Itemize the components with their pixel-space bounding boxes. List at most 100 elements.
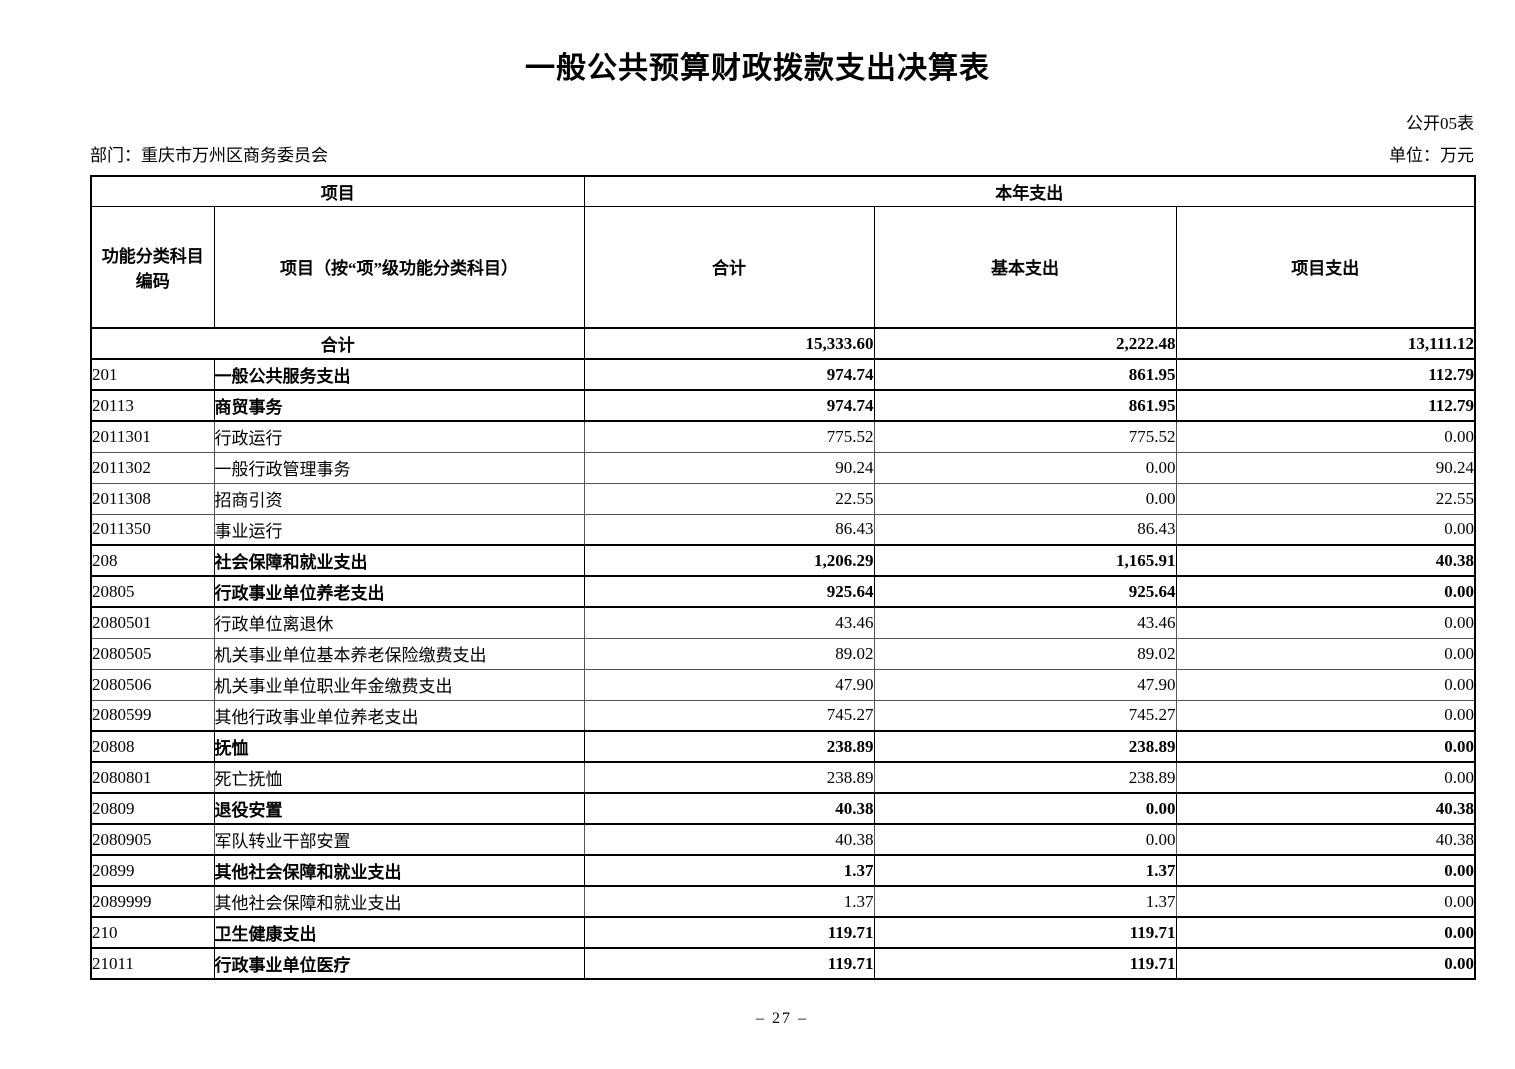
- project-cell: 40.38: [1175, 823, 1476, 856]
- header-project-col: 项目支出: [1175, 205, 1476, 329]
- code-cell: 2080506: [90, 668, 215, 701]
- basic-cell: 925.64: [873, 575, 1177, 608]
- project-cell: 0.00: [1175, 606, 1476, 639]
- table-number: 公开05表: [1406, 114, 1474, 133]
- total-cell: 40.38: [583, 823, 875, 856]
- header-item-group: 项目: [90, 175, 585, 207]
- total-cell: 1.37: [583, 885, 875, 918]
- header-item-col: 项目（按“项”级功能分类科目）: [213, 205, 585, 329]
- total-cell: 119.71: [583, 947, 875, 980]
- project-cell: 22.55: [1175, 482, 1476, 515]
- basic-cell: 0.00: [873, 823, 1177, 856]
- basic-cell: 2,222.48: [873, 327, 1177, 360]
- project-cell: 0.00: [1175, 730, 1476, 763]
- code-cell: 210: [90, 916, 215, 949]
- total-cell: 775.52: [583, 420, 875, 453]
- code-cell: 201: [90, 358, 215, 391]
- project-cell: 0.00: [1175, 854, 1476, 887]
- project-cell: 112.79: [1175, 389, 1476, 422]
- table-row: 201 一般公共服务支出 974.74 861.95 112.79: [90, 358, 1476, 391]
- code-cell: 2080801: [90, 761, 215, 794]
- basic-cell: 47.90: [873, 668, 1177, 701]
- name-cell: 社会保障和就业支出: [213, 544, 585, 577]
- total-cell: 47.90: [583, 668, 875, 701]
- name-cell: 抚恤: [213, 730, 585, 763]
- name-cell: 死亡抚恤: [213, 761, 585, 794]
- project-cell: 0.00: [1175, 575, 1476, 608]
- total-cell: 238.89: [583, 730, 875, 763]
- code-cell: 2089999: [90, 885, 215, 918]
- header-basic-col: 基本支出: [873, 205, 1177, 329]
- code-cell: 2080599: [90, 699, 215, 732]
- table-row: 210 卫生健康支出 119.71 119.71 0.00: [90, 916, 1476, 949]
- name-cell: 行政事业单位养老支出: [213, 575, 585, 608]
- summary-label: 合计: [90, 327, 585, 360]
- project-cell: 90.24: [1175, 451, 1476, 484]
- name-cell: 招商引资: [213, 482, 585, 515]
- table-row: 2089999 其他社会保障和就业支出 1.37 1.37 0.00: [90, 885, 1476, 918]
- table-row: 21011 行政事业单位医疗 119.71 119.71 0.00: [90, 947, 1476, 980]
- page-title: 一般公共预算财政拨款支出决算表: [525, 52, 990, 85]
- basic-cell: 43.46: [873, 606, 1177, 639]
- header-year-expense-group: 本年支出: [583, 175, 1476, 207]
- table-row: 2080905 军队转业干部安置 40.38 0.00 40.38: [90, 823, 1476, 856]
- project-cell: 13,111.12: [1175, 327, 1476, 360]
- name-cell: 一般行政管理事务: [213, 451, 585, 484]
- total-cell: 90.24: [583, 451, 875, 484]
- name-cell: 行政运行: [213, 420, 585, 453]
- total-cell: 22.55: [583, 482, 875, 515]
- unit-label: 单位：万元: [1389, 146, 1474, 165]
- table-row: 20899 其他社会保障和就业支出 1.37 1.37 0.00: [90, 854, 1476, 887]
- header-columns-row: 功能分类科目 编码 项目（按“项”级功能分类科目） 合计 基本支出 项目支出: [90, 205, 1476, 329]
- table-row: 20805 行政事业单位养老支出 925.64 925.64 0.00: [90, 575, 1476, 608]
- project-cell: 0.00: [1175, 885, 1476, 918]
- project-cell: 0.00: [1175, 637, 1476, 670]
- name-cell: 事业运行: [213, 513, 585, 546]
- name-cell: 机关事业单位基本养老保险缴费支出: [213, 637, 585, 670]
- total-cell: 974.74: [583, 389, 875, 422]
- basic-cell: 89.02: [873, 637, 1177, 670]
- table-row: 2080801 死亡抚恤 238.89 238.89 0.00: [90, 761, 1476, 794]
- project-cell: 0.00: [1175, 916, 1476, 949]
- basic-cell: 119.71: [873, 947, 1177, 980]
- total-cell: 43.46: [583, 606, 875, 639]
- code-cell: 2080501: [90, 606, 215, 639]
- code-cell: 21011: [90, 947, 215, 980]
- table-row: 20809 退役安置 40.38 0.00 40.38: [90, 792, 1476, 825]
- table-row: 208 社会保障和就业支出 1,206.29 1,165.91 40.38: [90, 544, 1476, 577]
- table-row: 2011308 招商引资 22.55 0.00 22.55: [90, 482, 1476, 515]
- basic-cell: 0.00: [873, 792, 1177, 825]
- project-cell: 0.00: [1175, 947, 1476, 980]
- table-row-summary: 合计 15,333.60 2,222.48 13,111.12: [90, 327, 1476, 360]
- name-cell: 行政事业单位医疗: [213, 947, 585, 980]
- table-row: 2080501 行政单位离退休 43.46 43.46 0.00: [90, 606, 1476, 639]
- total-cell: 86.43: [583, 513, 875, 546]
- project-cell: 0.00: [1175, 513, 1476, 546]
- total-cell: 1.37: [583, 854, 875, 887]
- code-cell: 20808: [90, 730, 215, 763]
- total-cell: 89.02: [583, 637, 875, 670]
- code-cell: 20805: [90, 575, 215, 608]
- project-cell: 112.79: [1175, 358, 1476, 391]
- table-row: 2011302 一般行政管理事务 90.24 0.00 90.24: [90, 451, 1476, 484]
- header-total-col: 合计: [583, 205, 875, 329]
- basic-cell: 1.37: [873, 885, 1177, 918]
- basic-cell: 238.89: [873, 761, 1177, 794]
- name-cell: 其他行政事业单位养老支出: [213, 699, 585, 732]
- total-cell: 15,333.60: [583, 327, 875, 360]
- basic-cell: 745.27: [873, 699, 1177, 732]
- total-cell: 119.71: [583, 916, 875, 949]
- code-cell: 20113: [90, 389, 215, 422]
- basic-cell: 1.37: [873, 854, 1177, 887]
- name-cell: 一般公共服务支出: [213, 358, 585, 391]
- budget-table: 项目 本年支出 功能分类科目 编码 项目（按“项”级功能分类科目） 合计 基本支…: [90, 175, 1477, 980]
- table-row: 2080599 其他行政事业单位养老支出 745.27 745.27 0.00: [90, 699, 1476, 732]
- meta-line: 部门：重庆市万州区商务委员会 单位：万元: [90, 144, 1474, 168]
- basic-cell: 119.71: [873, 916, 1177, 949]
- project-cell: 0.00: [1175, 420, 1476, 453]
- project-cell: 0.00: [1175, 668, 1476, 701]
- code-cell: 2011302: [90, 451, 215, 484]
- basic-cell: 861.95: [873, 358, 1177, 391]
- total-cell: 40.38: [583, 792, 875, 825]
- code-cell: 2011350: [90, 513, 215, 546]
